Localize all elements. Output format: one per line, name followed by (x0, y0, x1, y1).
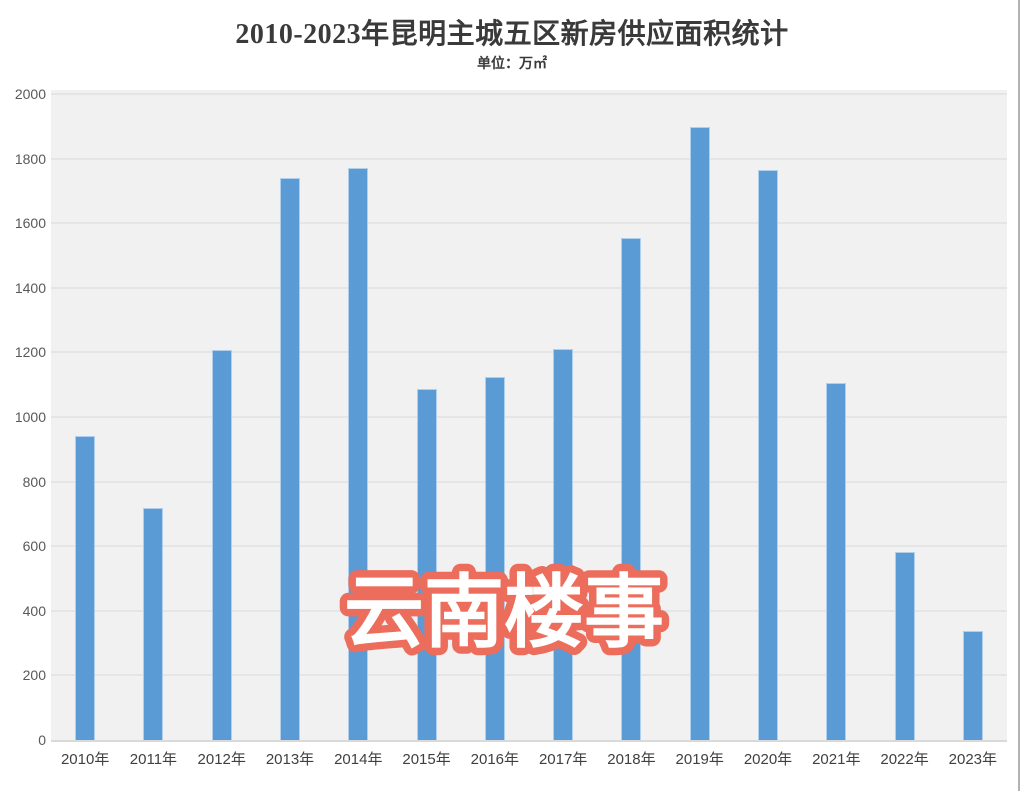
y-tick-label: 400 (22, 602, 46, 619)
bar-2015年 (416, 388, 437, 740)
bar-2020年 (758, 170, 778, 740)
y-tick-label: 1800 (14, 150, 46, 167)
bar-2011年 (143, 508, 164, 740)
bar-2013年 (280, 178, 300, 740)
y-tick-label: 1600 (14, 215, 46, 232)
chart-title: 2010-2023年昆明主城五区新房供应面积统计 (235, 19, 789, 50)
x-tick-label: 2023年 (948, 751, 998, 768)
x-tick-label: 2011年 (129, 751, 178, 768)
bar-2018年 (621, 237, 642, 740)
y-tick-label: 600 (22, 538, 46, 555)
bar-2016年 (484, 376, 505, 740)
bar-2023年 (962, 630, 983, 740)
gridline (51, 674, 1007, 677)
gridline (51, 286, 1007, 289)
x-tick-label: 2022年 (880, 751, 929, 768)
x-tick-label: 2015年 (402, 751, 451, 768)
x-tick-label: 2012年 (197, 751, 246, 768)
plot-area (51, 90, 1007, 742)
y-tick-label: 1000 (14, 409, 46, 425)
bar-2012年 (211, 350, 232, 740)
gridline (51, 480, 1007, 483)
gridline (51, 416, 1007, 418)
bar-2017年 (553, 348, 574, 740)
bar-2014年 (348, 167, 369, 740)
bar-2021年 (826, 383, 847, 740)
right-edge-line (1018, 0, 1020, 791)
gridline (51, 157, 1007, 160)
bar-2022年 (894, 552, 915, 740)
x-tick-label: 2021年 (812, 751, 861, 768)
gridline (51, 545, 1007, 548)
x-tick-label: 2018年 (607, 751, 656, 768)
gridline (51, 93, 1007, 95)
gridline (51, 222, 1007, 225)
x-tick-label: 2019年 (675, 751, 724, 768)
y-tick-label: 200 (22, 667, 46, 684)
y-tick-label: 1400 (14, 279, 46, 296)
bar-2019年 (689, 127, 710, 740)
x-tick-label: 2017年 (538, 751, 588, 768)
gridline (51, 351, 1007, 354)
x-tick-label: 2016年 (470, 751, 520, 768)
bar-2010年 (75, 436, 96, 740)
x-tick-label: 2010年 (60, 751, 110, 768)
y-tick-label: 800 (22, 473, 46, 490)
gridline (51, 609, 1007, 612)
x-tick-label: 2020年 (743, 751, 793, 768)
x-tick-label: 2013年 (265, 751, 315, 768)
chart-unit-label: 单位：万㎡ (477, 57, 547, 72)
y-tick-label: 0 (38, 732, 46, 748)
y-tick-label: 1200 (14, 344, 46, 361)
y-tick-label: 2000 (14, 86, 46, 102)
x-tick-label: 2014年 (334, 751, 383, 768)
